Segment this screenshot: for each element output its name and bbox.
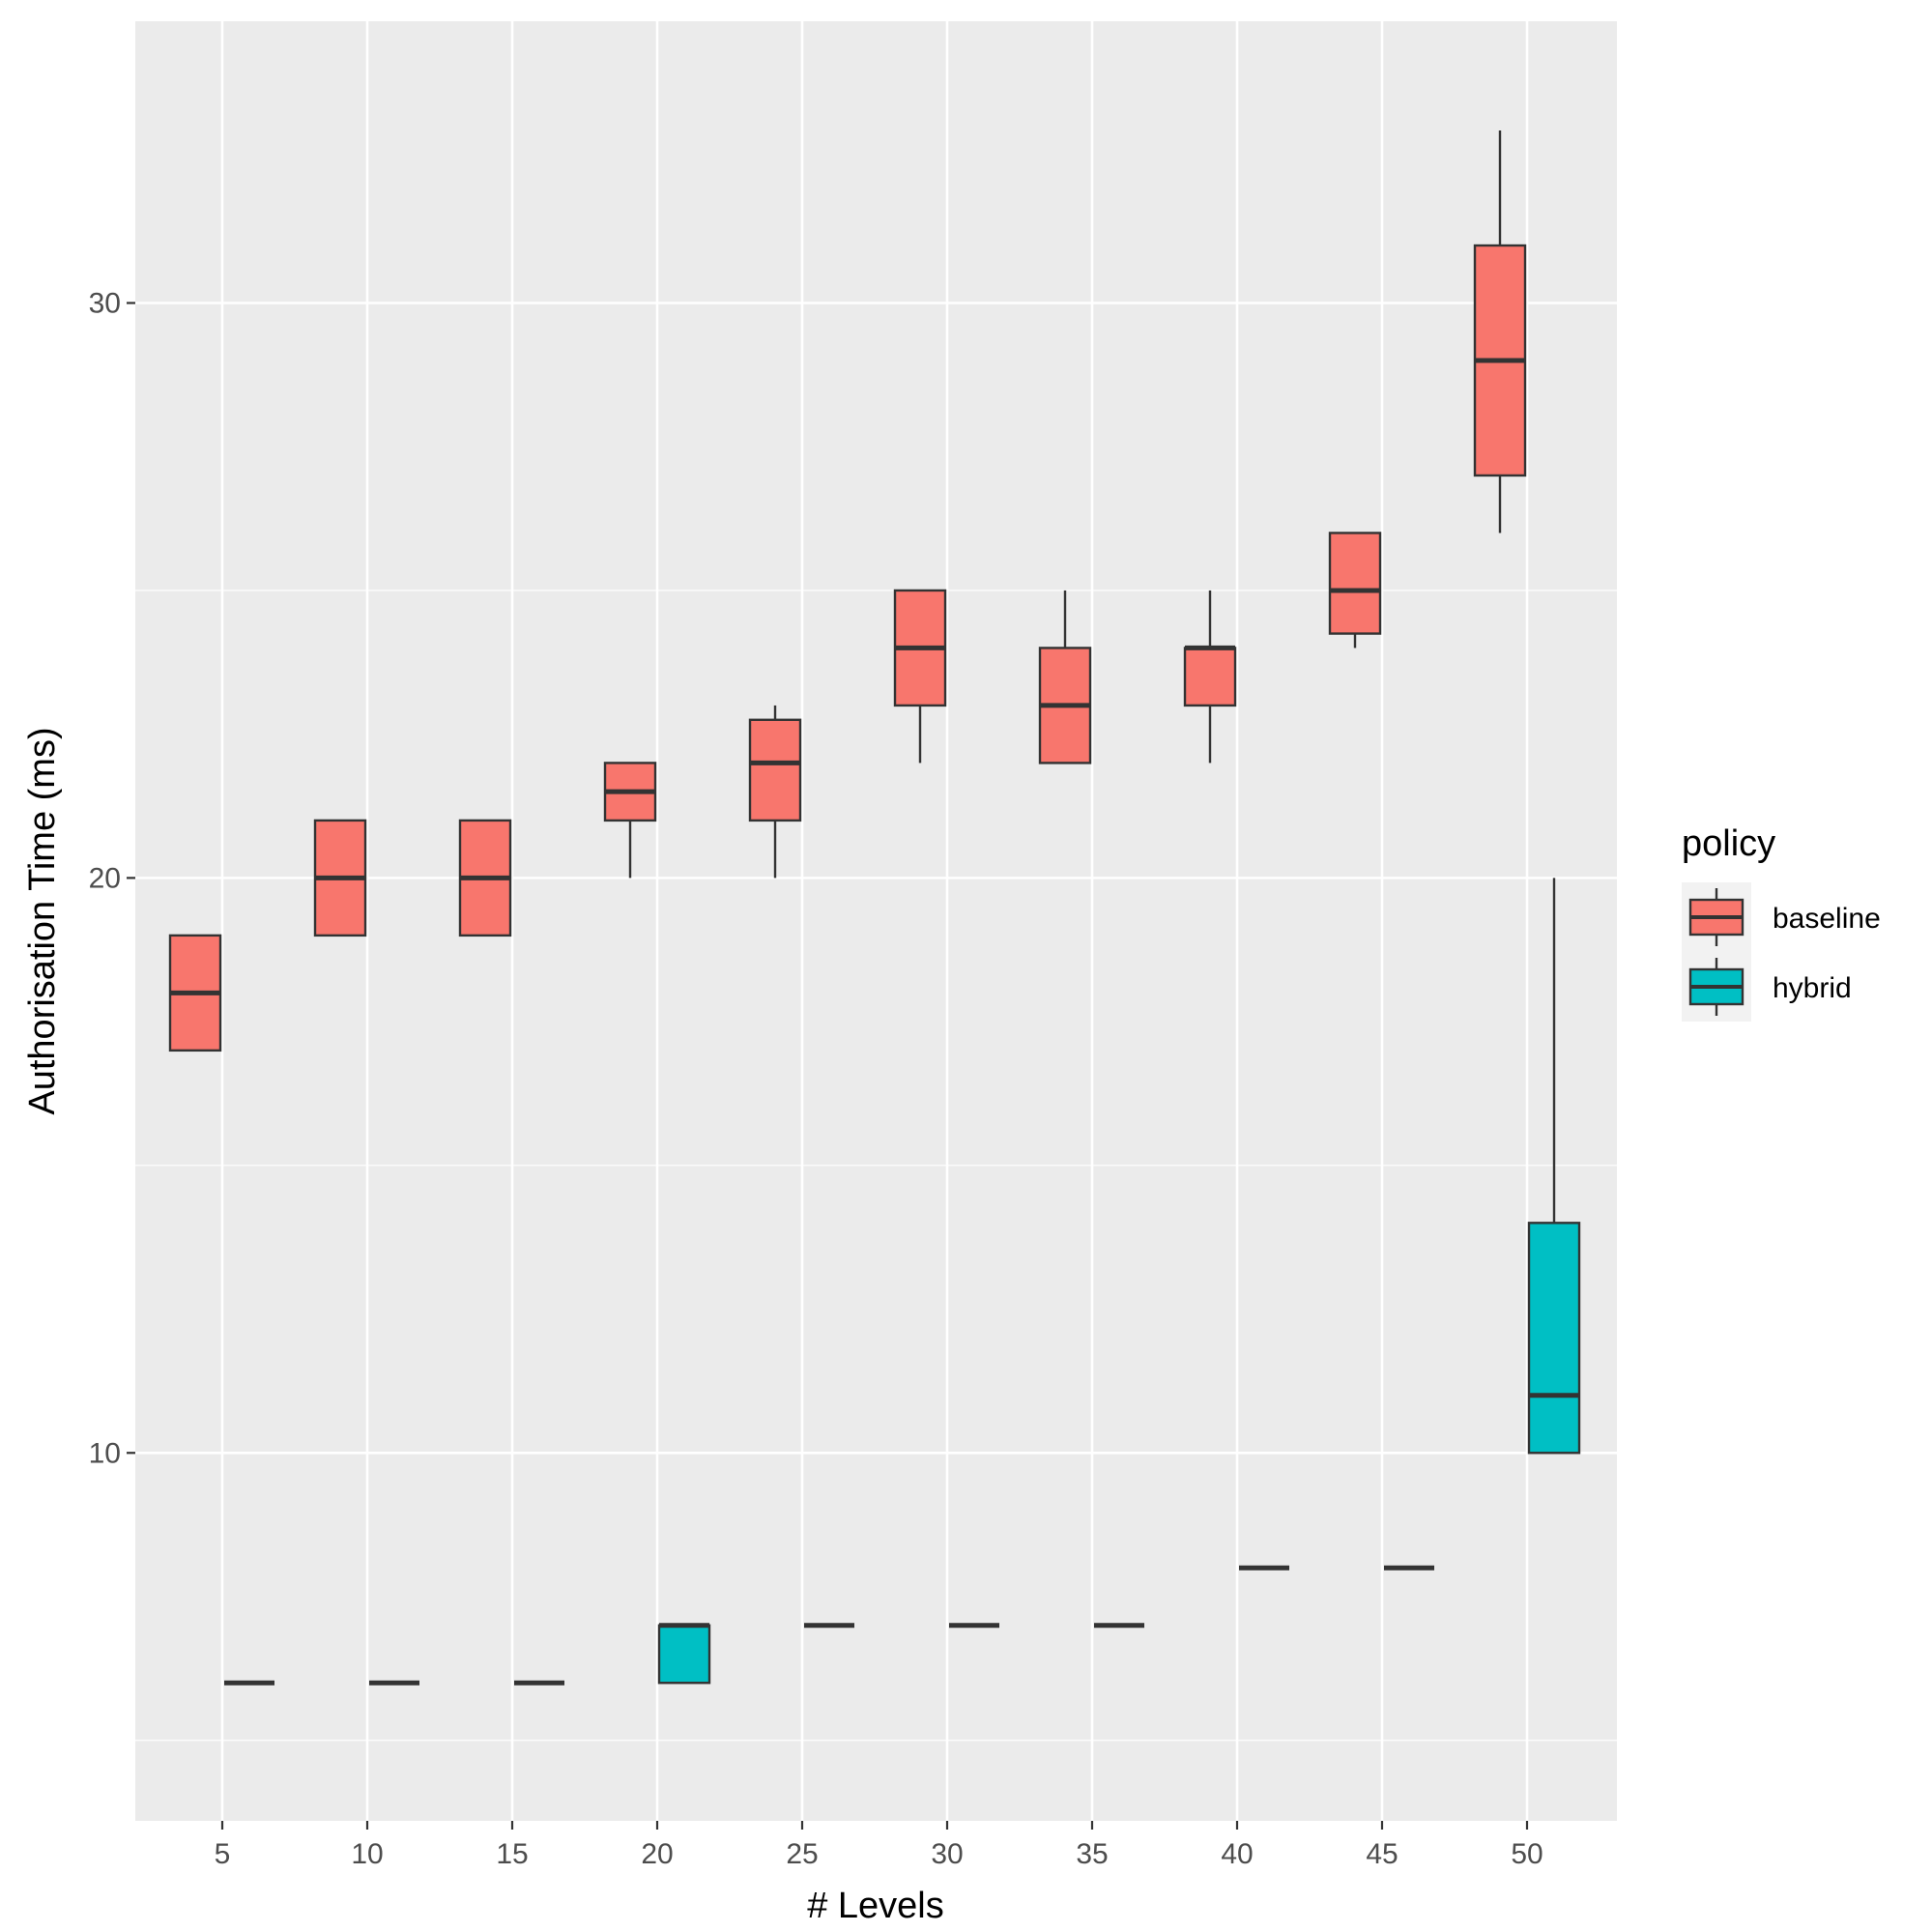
box-baseline-30	[893, 589, 947, 764]
box-baseline-15	[458, 819, 512, 937]
y-axis-title: Authorisation Time (ms)	[22, 727, 63, 1114]
box-iqr	[1328, 532, 1382, 635]
box-iqr	[1183, 647, 1237, 707]
legend-label-hybrid: hybrid	[1773, 972, 1852, 1004]
box-iqr	[748, 718, 802, 822]
y-axis: 10 20 30	[89, 287, 135, 1469]
box-hybrid-20	[657, 1623, 711, 1685]
y-tick-label: 10	[89, 1437, 121, 1469]
legend-key-hybrid	[1688, 958, 1745, 1016]
box-baseline-5	[168, 934, 222, 1053]
legend-key-baseline	[1688, 888, 1745, 946]
box-baseline-20	[603, 762, 657, 879]
x-tick-label: 35	[1076, 1838, 1108, 1870]
x-tick-label: 5	[215, 1838, 231, 1870]
x-tick-label: 50	[1511, 1838, 1543, 1870]
y-tick-label: 20	[89, 862, 121, 894]
grid-major-lines	[135, 21, 1617, 1821]
x-tick-label: 15	[496, 1838, 528, 1870]
box-iqr	[657, 1624, 711, 1685]
x-tick-label: 45	[1366, 1838, 1398, 1870]
panel-background	[135, 21, 1617, 1821]
x-axis-title: # Levels	[807, 1886, 944, 1926]
x-tick-label: 40	[1221, 1838, 1253, 1870]
box-baseline-25	[748, 705, 802, 879]
legend-label-baseline: baseline	[1773, 903, 1881, 935]
box-hybrid-50	[1527, 878, 1581, 1455]
x-tick-label: 25	[786, 1838, 818, 1870]
legend: policy baseline hybrid	[1682, 823, 1881, 1022]
box-baseline-35	[1038, 590, 1092, 764]
x-tick-label: 30	[931, 1838, 963, 1870]
x-axis: 5 10 15 20 25 30 35 40 45 50	[215, 1821, 1543, 1870]
legend-title: policy	[1682, 823, 1775, 864]
box-baseline-40	[1183, 590, 1237, 764]
box-baseline-50	[1473, 130, 1527, 533]
box-baseline-45	[1328, 532, 1382, 649]
y-tick-label: 30	[89, 287, 121, 319]
x-tick-label: 10	[351, 1838, 383, 1870]
box-layer	[168, 130, 1581, 1686]
x-tick-label: 20	[641, 1838, 673, 1870]
box-iqr	[1527, 1222, 1581, 1455]
box-baseline-10	[313, 819, 367, 937]
